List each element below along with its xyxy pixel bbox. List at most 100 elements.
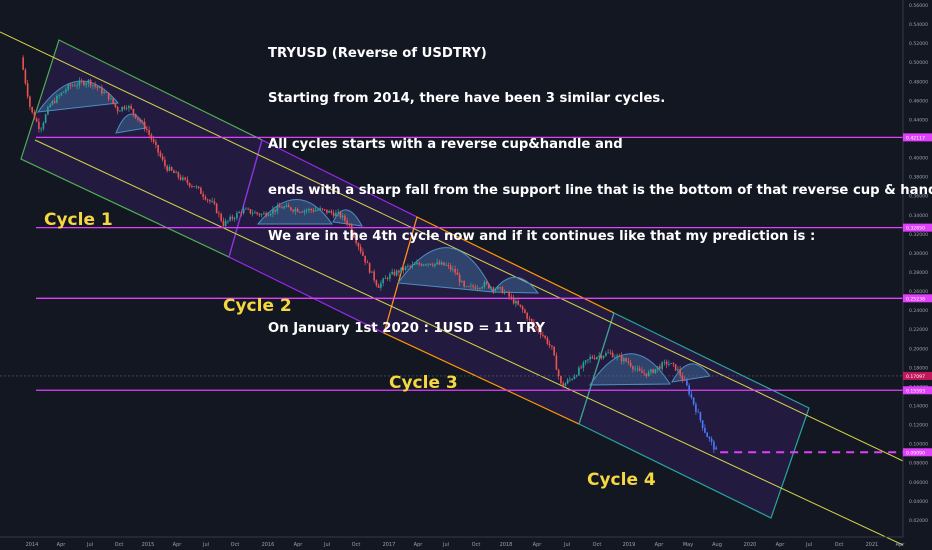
candle	[485, 282, 488, 284]
x-tick-label: 2019	[623, 542, 636, 548]
candle	[596, 357, 598, 359]
candle	[546, 337, 549, 344]
candle	[449, 265, 452, 270]
candle	[112, 98, 114, 104]
candle	[53, 101, 56, 103]
candle	[425, 264, 427, 266]
candle	[164, 159, 166, 166]
candle	[465, 286, 468, 288]
candle	[312, 210, 315, 212]
candle	[573, 376, 576, 379]
candle	[274, 209, 276, 212]
candle	[553, 346, 555, 356]
candle	[638, 368, 641, 371]
x-tick-label: Jul	[202, 542, 209, 548]
candle	[33, 112, 36, 120]
candle	[251, 213, 254, 215]
candle	[443, 262, 445, 266]
candle	[607, 352, 609, 354]
candle	[555, 355, 558, 370]
candle	[346, 220, 348, 225]
y-tick-label: 0.54000	[909, 22, 928, 28]
candle	[204, 196, 207, 200]
y-tick-label: 0.14000	[909, 403, 928, 409]
candle	[110, 98, 112, 100]
candle	[240, 212, 243, 214]
note-line: ends with a sharp fall from the support …	[268, 183, 932, 199]
candle	[686, 380, 688, 386]
candle	[643, 372, 645, 374]
current-price-tag: 0.17097	[906, 374, 925, 380]
candle	[285, 205, 288, 207]
candle	[317, 210, 319, 211]
candle	[256, 212, 258, 214]
note-line: We are in the 4th cycle now and if it co…	[268, 229, 816, 245]
candle	[98, 87, 101, 89]
candle	[339, 211, 342, 218]
y-tick-label: 0.20000	[909, 346, 928, 352]
candle	[587, 359, 589, 361]
candle	[213, 201, 216, 204]
candle	[89, 79, 92, 86]
candle	[272, 209, 274, 214]
candle	[429, 263, 432, 265]
note-line: All cycles starts with a reverse cup&han…	[268, 137, 623, 153]
candle	[263, 213, 265, 215]
candle	[40, 128, 42, 130]
x-tick-label: Jul	[442, 542, 449, 548]
x-tick-label: 2015	[142, 542, 155, 548]
candle	[389, 274, 391, 279]
candle	[150, 134, 153, 140]
candle	[665, 361, 668, 365]
candle	[310, 209, 312, 211]
candle	[155, 141, 157, 146]
candle	[143, 121, 146, 130]
candle	[458, 274, 461, 283]
candle	[645, 373, 648, 377]
candle	[353, 232, 355, 238]
candle	[395, 270, 398, 276]
candle	[548, 343, 551, 346]
candle	[348, 224, 351, 226]
candle	[539, 331, 542, 335]
candle	[706, 432, 708, 438]
candle	[62, 91, 65, 93]
candle	[170, 167, 173, 171]
candle	[58, 95, 60, 97]
candle	[123, 106, 126, 109]
candle	[598, 355, 600, 358]
x-tick-label: Oct	[593, 542, 602, 548]
candle	[83, 81, 85, 86]
cup-handle-shape	[256, 199, 333, 225]
candle	[105, 91, 108, 93]
prediction-price-tag-bg	[903, 448, 932, 457]
y-tick-label: 0.30000	[909, 251, 928, 257]
cycle-1-label: Cycle 1	[44, 210, 113, 230]
candle	[94, 84, 96, 87]
candle	[593, 358, 596, 359]
candle	[616, 355, 618, 358]
candle	[503, 291, 506, 294]
y-tick-label: 0.06000	[909, 480, 928, 486]
candle	[35, 119, 38, 122]
x-tick-label: 2017	[383, 542, 396, 548]
candle	[74, 85, 76, 87]
candle	[605, 353, 607, 356]
candle	[260, 214, 263, 216]
candle	[420, 264, 423, 266]
y-tick-label: 0.38000	[909, 175, 928, 181]
x-tick-label: Oct	[115, 542, 124, 548]
candle	[584, 360, 587, 363]
candle	[474, 287, 477, 289]
candle	[575, 375, 578, 377]
candle	[544, 335, 546, 338]
candle	[580, 367, 582, 369]
candle	[519, 304, 522, 307]
y-tick-label: 0.52000	[909, 41, 928, 47]
candle	[668, 363, 670, 365]
candle	[524, 309, 526, 313]
x-tick-label: 2016	[262, 542, 275, 548]
x-tick-label: Jul	[323, 542, 330, 548]
candle	[51, 101, 54, 105]
